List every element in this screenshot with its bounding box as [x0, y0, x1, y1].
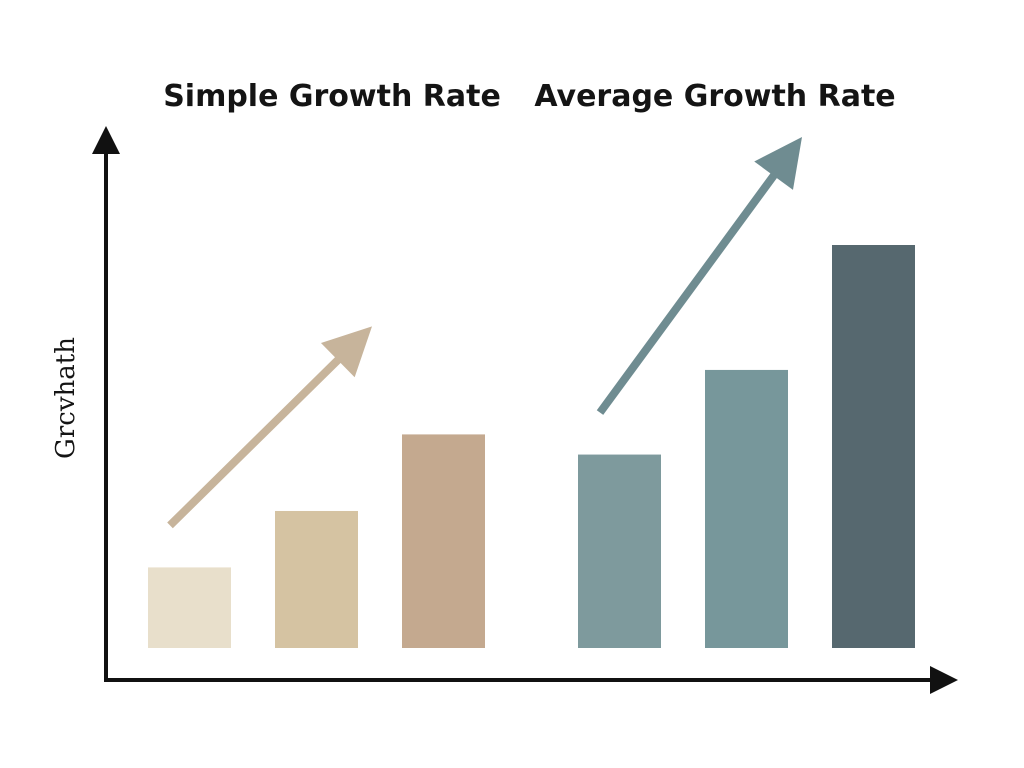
bar-simple-3	[402, 434, 485, 648]
bar-average-3	[832, 245, 915, 648]
bar-average-1	[578, 454, 661, 648]
trend-arrows-layer	[167, 137, 802, 529]
trend-arrow-average-icon	[754, 137, 802, 190]
bars-layer	[148, 245, 915, 648]
bar-average-2	[705, 369, 788, 648]
trend-line-average	[596, 165, 783, 415]
group-title-simple: Simple Growth Rate	[163, 79, 501, 114]
y-axis-arrow-icon	[92, 126, 120, 154]
x-axis-arrow-icon	[930, 666, 958, 694]
bar-simple-1	[148, 567, 231, 648]
trend-arrow-simple-icon	[320, 326, 372, 378]
y-axis-label: Grcvhath	[51, 337, 81, 459]
trend-line-simple	[167, 350, 348, 529]
bar-simple-2	[275, 510, 358, 648]
group-title-average: Average Growth Rate	[534, 79, 895, 114]
